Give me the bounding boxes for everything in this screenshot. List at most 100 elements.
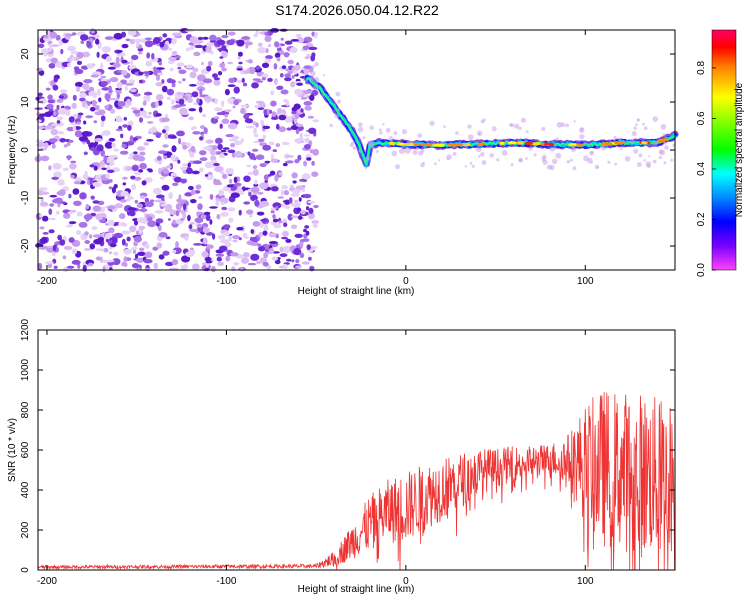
- noise-blob: [221, 67, 227, 72]
- noise-blob: [43, 142, 49, 149]
- noise-blob: [247, 171, 255, 175]
- signal-halo-dot: [555, 152, 562, 159]
- noise-blob: [131, 183, 137, 191]
- noise-blob: [127, 120, 134, 127]
- signal-halo-dot: [631, 131, 637, 137]
- noise-blob: [88, 142, 97, 149]
- noise-blob: [180, 166, 188, 171]
- noise-blob: [300, 210, 306, 215]
- noise-blob: [79, 192, 87, 200]
- noise-blob: [155, 82, 163, 87]
- noise-blob: [126, 236, 131, 242]
- noise-blob: [95, 256, 102, 261]
- noise-blob: [220, 212, 229, 217]
- noise-blob: [53, 111, 57, 116]
- noise-blob: [103, 248, 109, 253]
- signal-hotspot: [544, 142, 549, 146]
- noise-blob: [219, 153, 225, 159]
- noise-blob: [78, 221, 88, 228]
- noise-blob: [47, 94, 53, 100]
- noise-blob: [113, 32, 123, 40]
- noise-blob: [224, 88, 230, 96]
- signal-halo-dot: [658, 155, 663, 160]
- noise-blob: [184, 192, 192, 197]
- noise-blob: [185, 47, 190, 52]
- noise-blob: [53, 265, 58, 269]
- signal-halo-dot: [336, 107, 341, 112]
- y-tick-label: 1000: [20, 358, 31, 381]
- noise-blob: [302, 45, 310, 51]
- noise-blob: [122, 182, 127, 186]
- noise-blob: [222, 147, 230, 150]
- noise-blob: [274, 78, 278, 85]
- noise-blob: [71, 259, 81, 265]
- noise-blob: [163, 155, 168, 160]
- noise-blob: [264, 223, 268, 230]
- noise-blob: [119, 199, 127, 203]
- noise-blob: [282, 263, 288, 269]
- noise-blob: [222, 173, 228, 180]
- noise-blob: [258, 245, 266, 252]
- signal-hotspot: [613, 141, 626, 145]
- noise-blob: [74, 130, 83, 138]
- noise-blob: [92, 181, 102, 188]
- noise-blob: [175, 203, 182, 211]
- noise-blob: [160, 203, 167, 207]
- signal-halo-dot: [518, 126, 522, 131]
- noise-blob: [296, 82, 303, 86]
- signal-halo-dot: [663, 161, 667, 165]
- noise-blob: [129, 225, 137, 233]
- noise-blob: [200, 125, 205, 129]
- noise-blob: [254, 104, 261, 109]
- signal-halo-dot: [573, 120, 576, 123]
- noise-blob: [278, 126, 287, 133]
- noise-blob: [254, 179, 258, 185]
- noise-blob: [170, 37, 177, 45]
- noise-blob: [129, 135, 134, 143]
- noise-blob: [312, 148, 319, 156]
- noise-blob: [77, 114, 82, 120]
- noise-blob: [161, 85, 168, 93]
- noise-blob: [57, 234, 63, 241]
- noise-blob: [261, 77, 266, 81]
- noise-blob: [184, 235, 189, 241]
- noise-blob: [257, 138, 265, 142]
- noise-blob: [161, 79, 165, 84]
- noise-blob: [88, 234, 93, 239]
- noise-blob: [203, 146, 212, 151]
- noise-blob: [184, 95, 189, 101]
- signal-halo-dot: [613, 135, 617, 140]
- signal-halo-dot: [464, 142, 468, 146]
- noise-blob: [292, 201, 301, 208]
- noise-blob: [303, 160, 308, 167]
- noise-blob: [134, 171, 142, 176]
- noise-blob: [292, 180, 297, 184]
- noise-blob: [79, 92, 87, 98]
- noise-blob: [146, 139, 154, 142]
- noise-blob: [284, 77, 292, 82]
- noise-blob: [51, 176, 59, 180]
- noise-blob: [48, 229, 55, 234]
- noise-blob: [160, 117, 170, 123]
- noise-blob: [219, 62, 226, 68]
- noise-blob: [189, 222, 195, 225]
- noise-blob: [293, 248, 302, 256]
- y-tick-label: 0: [20, 147, 31, 153]
- noise-blob: [308, 46, 318, 51]
- noise-blob: [139, 109, 147, 117]
- signal-halo-dot: [471, 164, 475, 168]
- noise-blob: [295, 259, 300, 264]
- noise-blob: [289, 47, 298, 54]
- noise-blob: [283, 99, 288, 103]
- noise-blob: [109, 243, 117, 248]
- noise-blob: [258, 231, 263, 238]
- noise-blob: [170, 154, 176, 161]
- noise-blob: [294, 112, 300, 120]
- noise-blob: [100, 75, 107, 79]
- signal-halo-dot: [358, 149, 363, 153]
- noise-blob: [191, 170, 200, 175]
- noise-blob: [162, 144, 169, 148]
- noise-blob: [239, 192, 245, 195]
- noise-blob: [142, 71, 151, 74]
- signal-halo-dot: [337, 99, 341, 104]
